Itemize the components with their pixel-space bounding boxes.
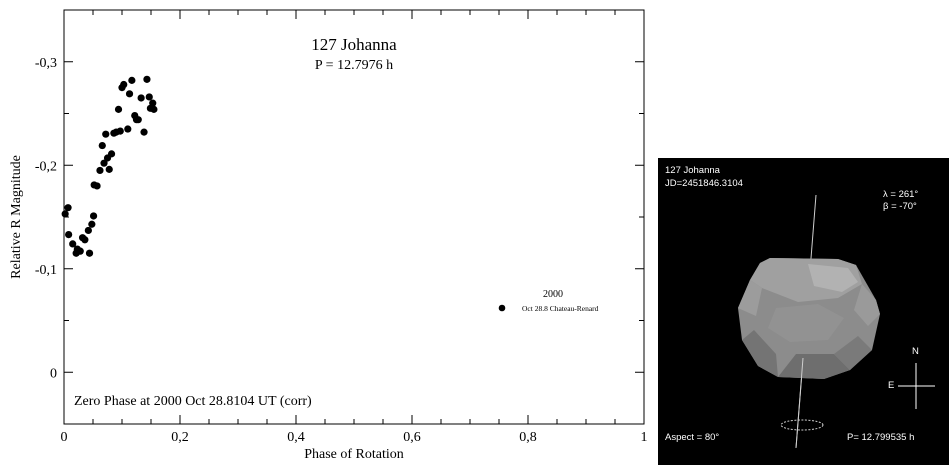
chart-subtitle: P = 12.7976 h [315,58,393,73]
data-point [65,230,73,239]
data-point [116,127,124,135]
data-point [149,99,157,107]
zero-phase-annotation: Zero Phase at 2000 Oct 28.8104 UT (corr) [74,394,312,409]
data-point [88,220,96,228]
legend-title: 2000 [543,289,563,300]
legend-marker [498,304,506,312]
data-point [98,141,106,150]
compass-north-label: N [912,346,919,357]
data-point [125,90,134,98]
y-tick-labels: -0,3 -0,2 -0,1 0 [35,56,57,382]
compass-rose [898,363,935,409]
shape-julian-date: JD=2451846.3104 [665,178,743,189]
data-point [100,159,108,167]
x-tick-label: 0,2 [171,430,189,445]
x-tick-labels: 0 0,2 0,4 0,6 0,8 1 [61,430,648,445]
data-point [76,247,84,255]
data-point [124,125,132,133]
y-tick-label: -0,1 [35,263,57,278]
data-point [84,226,92,235]
shape-aspect: Aspect = 80° [665,432,720,443]
shape-beta: β = -70° [883,201,917,212]
data-point [64,204,72,212]
x-tick-label: 0,8 [519,430,537,445]
x-tick-label: 0 [61,430,68,445]
legend-entry: Oct 28.8 Chateau-Renard [522,304,599,313]
compass-east-label: E [888,380,895,391]
data-point [150,105,158,113]
spin-axis-front [795,357,804,449]
y-tick-label: 0 [50,366,57,381]
data-point [128,76,136,84]
data-point [89,212,98,220]
x-tick-label: 0,6 [403,430,421,445]
data-point [107,150,116,158]
data-point [102,130,110,138]
data-point [85,249,94,257]
spin-axis-circle [780,419,824,431]
y-tick-label: -0,3 [35,56,57,71]
x-tick-label: 1 [641,430,648,445]
data-point [143,75,151,83]
asteroid-shape [738,258,880,379]
data-points [61,75,158,257]
shape-period: P= 12.799535 h [847,432,915,443]
y-axis-label: Relative R Magnitude [9,155,24,279]
data-point [120,80,128,89]
legend: 2000 Oct 28.8 Chateau-Renard [498,289,599,313]
data-point [81,236,89,244]
shape-lambda: λ = 261° [883,189,919,200]
data-point [145,93,153,101]
shape-model-panel: 127 Johanna JD=2451846.3104 λ = 261° β =… [658,158,949,465]
data-point [93,182,101,190]
shape-object-name: 127 Johanna [665,165,720,176]
data-point [134,116,142,124]
data-point [140,128,148,136]
data-point [69,240,77,248]
y-tick-label: -0,2 [35,159,57,174]
data-point [114,105,123,113]
lightcurve-chart: 0 0,2 0,4 0,6 0,8 1 -0,3 -0,2 -0,1 0 127 Johanna… [9,9,648,462]
data-point [61,210,69,218]
data-point [137,94,145,102]
data-point [105,165,113,173]
data-point [96,166,104,175]
x-axis-label: Phase of Rotation [304,447,404,462]
shape-model-view [738,194,935,449]
x-tick-label: 0,4 [287,430,305,445]
axis-ticks [63,10,645,424]
chart-title: 127 Johanna [311,35,397,54]
